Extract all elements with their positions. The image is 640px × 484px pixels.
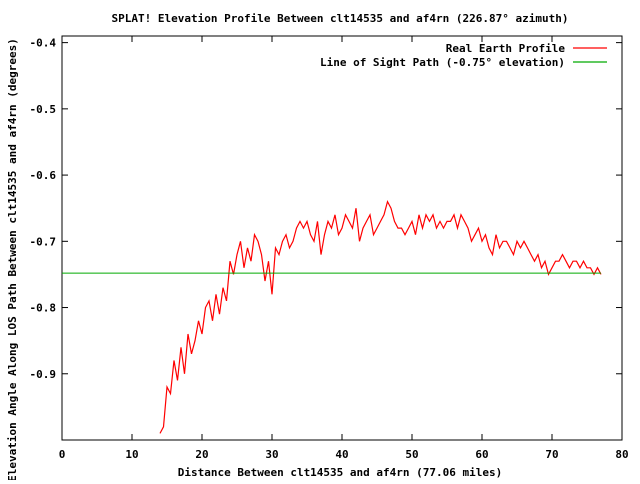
- x-tick-label: 70: [545, 448, 558, 461]
- x-tick-label: 20: [195, 448, 208, 461]
- series-layer: [62, 199, 602, 434]
- x-tick-label: 30: [265, 448, 278, 461]
- y-axis-label: Elevation Angle Along LOS Path Between c…: [6, 38, 19, 480]
- y-tick-label: -0.9: [30, 368, 57, 381]
- y-tick-label: -0.7: [30, 235, 57, 248]
- real-earth-profile-series: [159, 199, 602, 434]
- tick-labels: 0 10 20 30 40 50 60 70 80 -0.4 -0.5 -0.6 -0.7 -0.8 -0.…: [30, 37, 629, 461]
- axes-layer: [61, 35, 623, 441]
- y-tick-label: -0.4: [30, 37, 57, 50]
- y-tick-label: -0.5: [30, 103, 57, 116]
- legend-real-earth-profile-label: Real Earth Profile: [446, 42, 566, 55]
- x-tick-label: 0: [59, 448, 66, 461]
- plot-frame: [61, 35, 623, 441]
- y-tick-label: -0.6: [30, 169, 57, 182]
- x-tick-label: 60: [475, 448, 488, 461]
- x-tick-label: 40: [335, 448, 348, 461]
- x-axis-label: Distance Between clt14535 and af4rn (77.…: [178, 466, 503, 479]
- x-tick-label: 80: [615, 448, 628, 461]
- x-tick-label: 50: [405, 448, 418, 461]
- chart-title: SPLAT! Elevation Profile Between clt1453…: [112, 12, 569, 25]
- legend-line-of-sight-label: Line of Sight Path (-0.75° elevation): [320, 56, 565, 69]
- x-tick-label: 10: [125, 448, 138, 461]
- y-tick-label: -0.8: [30, 302, 57, 315]
